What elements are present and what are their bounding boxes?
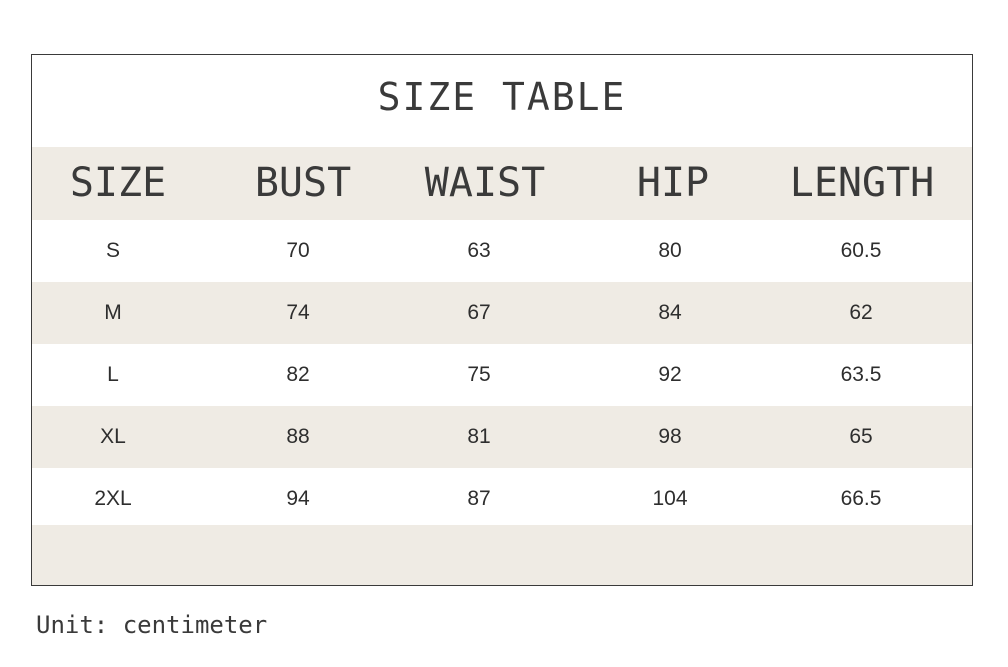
column-header-waist: WAIST xyxy=(424,160,546,206)
cell-waist: 75 xyxy=(467,363,491,386)
table-row: XL 88 81 98 65 xyxy=(32,406,972,468)
cell-length: 66.5 xyxy=(840,487,882,510)
cell-length: 65 xyxy=(849,425,873,448)
cell-size: M xyxy=(104,301,122,324)
cell-bust: 88 xyxy=(286,425,310,448)
cell-waist: 63 xyxy=(467,239,491,262)
table-row: M 74 67 84 62 xyxy=(32,282,972,344)
table-row: L 82 75 92 63.5 xyxy=(32,344,972,406)
table-row: 2XL 94 87 104 66.5 xyxy=(32,468,972,530)
cell-length: 62 xyxy=(849,301,873,324)
table-title: SIZE TABLE xyxy=(377,75,627,119)
cell-size: XL xyxy=(100,425,126,448)
cell-hip: 92 xyxy=(658,363,682,386)
column-header-length: LENGTH xyxy=(789,160,935,206)
cell-waist: 87 xyxy=(467,487,491,510)
unit-note: Unit: centimeter xyxy=(36,611,268,639)
cell-bust: 70 xyxy=(286,239,310,262)
cell-bust: 82 xyxy=(286,363,310,386)
size-table: SIZE TABLE SIZE BUST WAIST HIP LENGTH S … xyxy=(31,54,973,586)
cell-length: 63.5 xyxy=(840,363,882,386)
cell-waist: 81 xyxy=(467,425,491,448)
cell-hip: 98 xyxy=(658,425,682,448)
cell-size: 2XL xyxy=(94,487,132,510)
column-header-bust: BUST xyxy=(254,160,352,206)
cell-size: S xyxy=(105,239,121,262)
table-footer-band xyxy=(32,525,972,585)
cell-bust: 74 xyxy=(286,301,310,324)
cell-size: L xyxy=(107,363,119,386)
cell-hip: 84 xyxy=(658,301,682,324)
cell-hip: 80 xyxy=(658,239,682,262)
cell-bust: 94 xyxy=(286,487,310,510)
cell-length: 60.5 xyxy=(840,239,882,262)
column-header-hip: HIP xyxy=(636,160,710,206)
table-row: S 70 63 80 60.5 xyxy=(32,220,972,282)
table-header-row: SIZE BUST WAIST HIP LENGTH xyxy=(32,147,972,220)
column-header-size: SIZE xyxy=(69,160,167,206)
cell-waist: 67 xyxy=(467,301,491,324)
cell-hip: 104 xyxy=(652,487,688,510)
